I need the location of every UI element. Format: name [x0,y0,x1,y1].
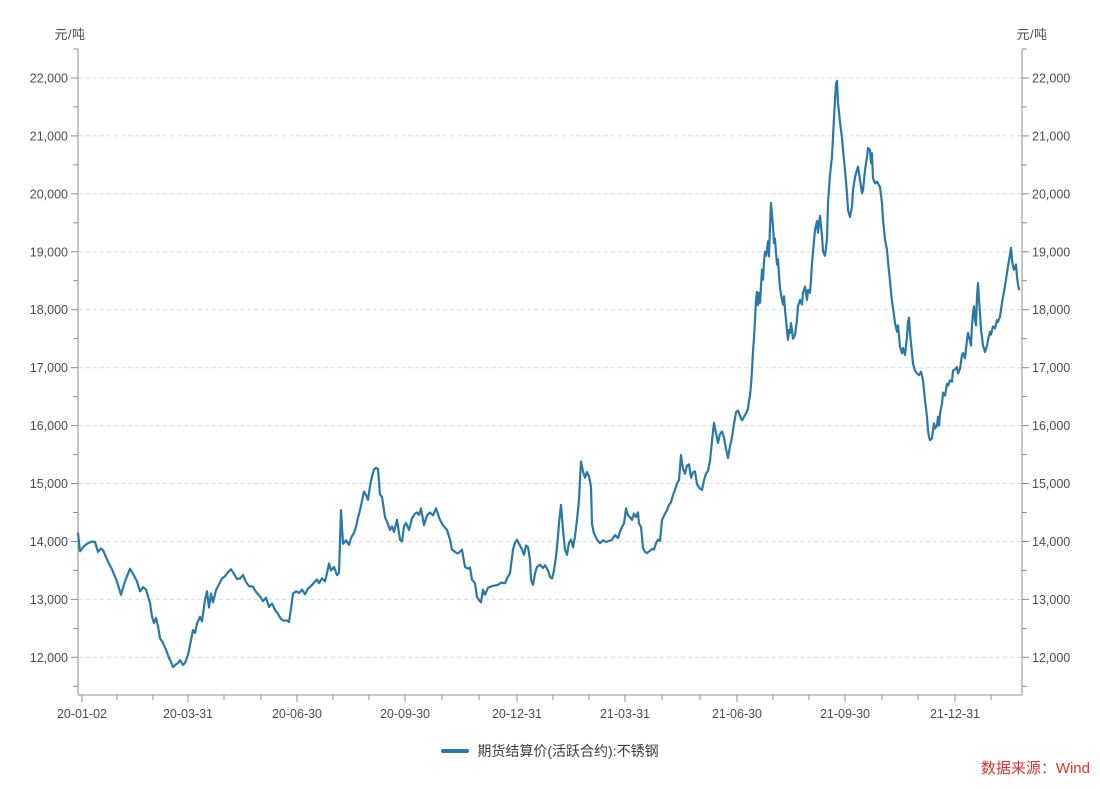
y-tick-label-right: 14,000 [1032,535,1070,549]
y-tick-label-left: 15,000 [30,477,68,491]
y-tick-label-left: 12,000 [30,651,68,665]
price-line [76,79,1021,669]
y-tick-label-right: 17,000 [1032,361,1070,375]
y-tick-label-right: 18,000 [1032,303,1070,317]
legend: 期货结算价(活跃合约):不锈钢 [0,741,1100,761]
x-tick-label: 20-12-31 [492,707,542,721]
y-tick-label-right: 19,000 [1032,245,1070,259]
gridlines [79,77,1021,658]
x-axis-ticks-and-labels: 20-01-02 20-03-31 20-06-30 20-09-30 20-12-31… [57,695,992,721]
x-tick-label: 21-09-30 [820,707,870,721]
x-tick-label: 20-03-31 [163,707,213,721]
y-tick-label-right: 22,000 [1032,72,1070,86]
series-path [76,79,1021,669]
y-tick-label-left: 22,000 [30,72,68,86]
legend-line-swatch [441,749,470,753]
y-tick-label-right: 12,000 [1032,651,1070,665]
y-tick-label-right: 13,000 [1032,593,1070,607]
x-tick-label: 20-06-30 [272,707,322,721]
y-axis-unit-right: 元/吨 [1016,27,1048,42]
y-tick-label-right: 16,000 [1032,419,1070,433]
y-tick-label-right: 15,000 [1032,477,1070,491]
x-tick-label: 20-01-02 [57,707,107,721]
y-tick-label-left: 14,000 [30,535,68,549]
y-tick-label-left: 20,000 [30,187,68,201]
x-tick-label: 21-12-31 [930,707,980,721]
y-tick-label-left: 16,000 [30,419,68,433]
data-source-note: 数据来源：Wind [980,760,1090,777]
y-tick-label-left: 13,000 [30,593,68,607]
x-tick-label: 21-03-31 [600,707,650,721]
y-axes-ticks-and-labels: 12,000 12,000 13,000 13,000 14,000 14,000 15,0… [30,48,1070,687]
x-tick-label: 21-06-30 [712,707,762,721]
y-tick-label-left: 21,000 [30,129,68,143]
y-tick-label-left: 17,000 [30,361,68,375]
x-tick-label: 20-09-30 [380,707,430,721]
y-tick-label-left: 18,000 [30,303,68,317]
axes [77,49,1023,696]
y-tick-label-left: 19,000 [30,245,68,259]
y-tick-label-right: 21,000 [1032,129,1070,143]
y-axis-unit-left: 元/吨 [54,27,86,42]
legend-series-label: 期货结算价(活跃合约):不锈钢 [477,743,659,759]
y-tick-label-right: 20,000 [1032,187,1070,201]
